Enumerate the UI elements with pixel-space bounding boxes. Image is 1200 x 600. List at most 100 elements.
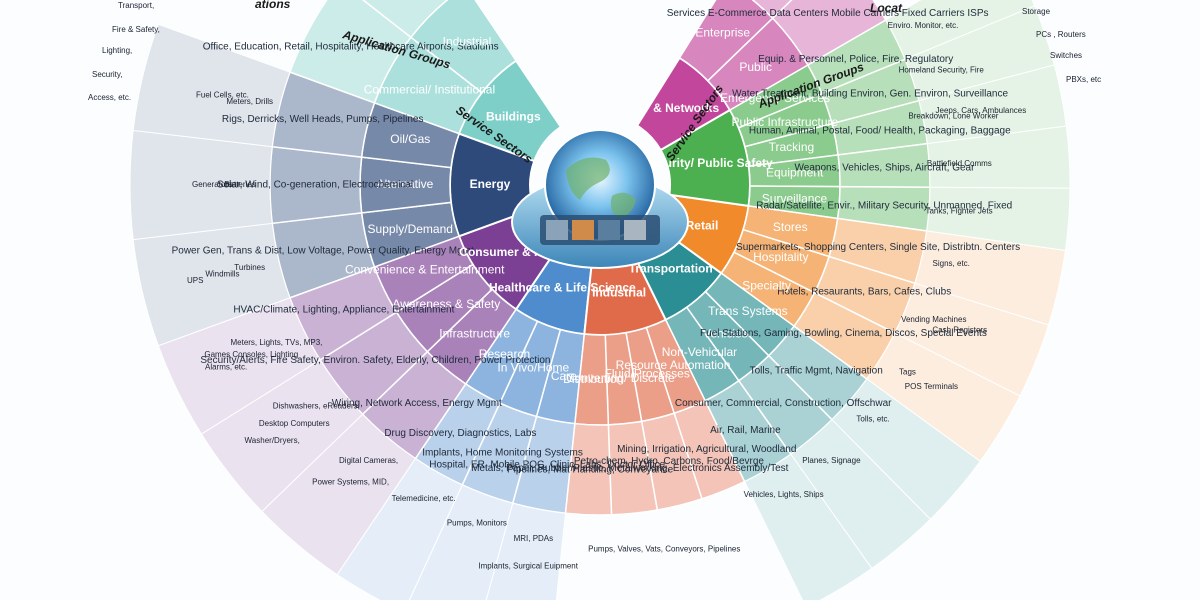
location-label-security-1: Water Treatment, Building Environ, Gen. …: [732, 89, 1008, 100]
location-label-industrial-3: Pipelines, Mat Handling, Conveyance: [507, 464, 674, 475]
device-band-energy-2: [132, 23, 291, 148]
sector-label-energy: Energy: [470, 177, 511, 191]
device-access: Access, etc.: [88, 93, 131, 102]
group-label-security-0: Emergency Services: [720, 91, 830, 105]
group-label-security-4: Surveillance: [762, 191, 828, 205]
device-band-security-4: [926, 186, 1071, 251]
device-label-security-2-1: Jeeps, Cars, Ambulances: [936, 106, 1027, 115]
group-label-buildings-0: Commercial/ Institutional: [364, 83, 495, 97]
location-label-energy-0: Power Gen, Trans & Dist, Low Voltage, Po…: [172, 245, 474, 256]
location-label-industrial-1: Petro-chem, Hydro, Carbons, Food/Bevrge: [574, 456, 765, 467]
device-label-security-3-0: Battlefield Comms: [927, 159, 992, 168]
group-label-security-2: Tracking: [769, 140, 815, 154]
location-label-consumer_home-1: Security/Alerts, Fire Safety, Environ. S…: [200, 355, 550, 366]
location-label-energy-2: Rigs, Derricks, Well Heads, Pumps, Pipel…: [222, 114, 424, 125]
group-label-healthcare-1: In Vivo/Home: [497, 360, 569, 374]
group-label-it_networks-1: Public: [739, 60, 772, 74]
location-label-retail-2: Fuel Stations, Gaming, Bowling, Cinema, …: [700, 328, 987, 339]
group-label-industrial-3: Distribution: [563, 372, 623, 386]
group-label-transportation-0: Trans Systems: [708, 304, 788, 318]
device-label-energy-0-1: Windmills: [205, 270, 239, 279]
location-label-transportation-0: Tolls, Traffic Mgmt, Navigation: [750, 365, 883, 376]
device-label-retail-2-1: POS Terminals: [905, 382, 958, 391]
location-industrial-3: [564, 422, 613, 516]
device-label-energy-2-0: Meters, Drills: [226, 97, 273, 106]
group-label-transportation-2: Non-Vehicular: [662, 345, 737, 359]
group-label-energy-2: Oil/Gas: [390, 132, 430, 146]
device-label-consumer_home-2-2: Alarms, etc.: [205, 362, 247, 371]
location-label-healthcare-2: Drug Discovery, Diagnostics, Labs: [384, 428, 536, 439]
device-label-healthcare-0-0: MRI, PDAs: [514, 534, 554, 543]
device-security: Security,: [92, 70, 123, 79]
group-label-industrial-2: Converting/ Discrete: [566, 371, 675, 385]
device-label-security-1-0: Homeland Security, Fire: [899, 65, 985, 74]
device-label-retail-0-0: Signs, etc.: [933, 259, 970, 268]
device-label-transportation-2-0: Vehicles, Lights, Ships: [744, 490, 824, 499]
location-it_networks-1: [771, 0, 887, 67]
device-pcs-routers: PCs , Routers: [1036, 30, 1086, 39]
group-label-healthcare-0: Care: [551, 369, 577, 383]
group-label-security-3: Equipment: [766, 166, 824, 180]
device-label-retail-2-0: Tags: [899, 367, 916, 376]
location-label-transportation-2: Air, Rail, Marine: [710, 425, 781, 436]
location-label-energy-1: Solar, Wind, Co-generation, Electrochemi…: [217, 180, 413, 191]
device-band-healthcare-2: [336, 457, 463, 600]
group-label-energy-1: Alternative: [377, 177, 434, 191]
group-label-consumer_home-0: Infrastructure: [439, 327, 510, 341]
device-label-consumer_home-1-2: Washer/Dryers,: [245, 436, 300, 445]
header-locations-right: Locat: [870, 1, 903, 15]
device-label-industrial: Pumps, Valves, Vats, Conveyors, Pipeline…: [588, 544, 740, 553]
device-label-retail-1-1: Cash Registers: [932, 325, 987, 334]
device-label-consumer_home-0-1: Power Systems, MID,: [312, 477, 389, 486]
group-label-transportation-1: Vehicles: [703, 327, 748, 341]
location-label-security-0: Equip. & Personnel, Police, Fire, Regula…: [758, 54, 953, 65]
location-label-transportation-1: Consumer, Commercial, Construction, Offs…: [675, 398, 892, 409]
sector-label-it_networks: IT & Networks: [639, 101, 719, 115]
location-label-industrial-0: Mining, Irrigation, Agricultural, Woodla…: [617, 444, 796, 455]
device-label-consumer_home-2-1: Games Consoles, Lighting: [204, 350, 298, 359]
group-label-energy-0: Supply/Demand: [368, 222, 453, 236]
sector-label-retail: Retail: [686, 218, 719, 232]
device-band-transportation-2: [743, 453, 873, 600]
device-label-transportation-0-0: Tolls, etc.: [856, 415, 889, 424]
group-label-retail-2: Specialty: [742, 279, 791, 293]
device-label-security-0-0: Enviro. Monitor, etc.: [888, 21, 959, 30]
group-label-consumer_home-2: Convenience & Entertainment: [345, 263, 505, 277]
device-label-energy-1-0: Batteries: [224, 180, 256, 189]
device-label-security-4-0: Tanks, Fighter Jets: [925, 206, 992, 215]
sector-label-industrial: Industrial: [592, 286, 646, 300]
group-label-retail-0: Stores: [773, 220, 808, 234]
device-label-energy-1-1: Generators: [192, 180, 232, 189]
location-label-security-3: Weapons, Vehicles, Ships, Aircraft, Gear: [795, 163, 976, 174]
device-band-retail-2: [866, 332, 1021, 462]
device-label-transportation-1-0: Planes, Signage: [802, 456, 861, 465]
device-label-consumer_home-2-0: Meters, Lights, TVs, MP3,: [230, 338, 322, 347]
group-label-it_networks-0: Enterprise: [695, 26, 750, 40]
group-label-retail-1: Hospitality: [753, 250, 808, 264]
device-transport: Transport,: [118, 1, 154, 10]
device-label-healthcare-0-1: Implants, Surgical Euipment: [478, 561, 578, 570]
device-label-healthcare-2-0: Telemedicine, etc.: [392, 494, 456, 503]
group-label-security-1: Public Infrastructure: [731, 115, 838, 129]
device-label-energy-0-2: UPS: [187, 276, 203, 285]
location-label-retail-1: Hotels, Resaurants, Bars, Cafes, Clubs: [777, 286, 951, 297]
location-label-healthcare-1: Implants, Home Monitoring Systems: [422, 447, 583, 458]
location-label-industrial-2: Metals, Paper, Rubber/Plastic, Metalwork…: [471, 463, 789, 474]
device-label-energy-2-1: Fuel Cells, etc.: [196, 91, 249, 100]
group-label-industrial-1: Fluid/Processes: [604, 366, 689, 380]
location-label-consumer_home-2: HVAC/Climate, Lighting, Appliance, Enter…: [233, 305, 454, 316]
sector-label-healthcare: Healthcare & Life Science: [489, 281, 636, 295]
device-label-energy-0-0: Turbines: [234, 263, 265, 272]
location-label-healthcare-0: Hospital, ER, Mobile POC, Clinic, Labs, …: [429, 460, 665, 471]
group-label-consumer_home-1: Awareness & Safety: [392, 297, 500, 311]
location-label-consumer_home-0: Wiring, Network Access, Energy Mgmt: [332, 398, 502, 409]
location-label-security-4: Radar/Satellite, Envir., Military Securi…: [756, 201, 1012, 212]
device-switches: Switches: [1050, 51, 1082, 60]
header-locations-left: ations: [255, 0, 291, 11]
device-label-healthcare-1-0: Pumps, Monitors: [447, 518, 507, 527]
group-label-healthcare-2: Research: [479, 347, 530, 361]
sector-label-buildings: Buildings: [486, 109, 541, 123]
location-buildings-1: [361, 0, 449, 39]
